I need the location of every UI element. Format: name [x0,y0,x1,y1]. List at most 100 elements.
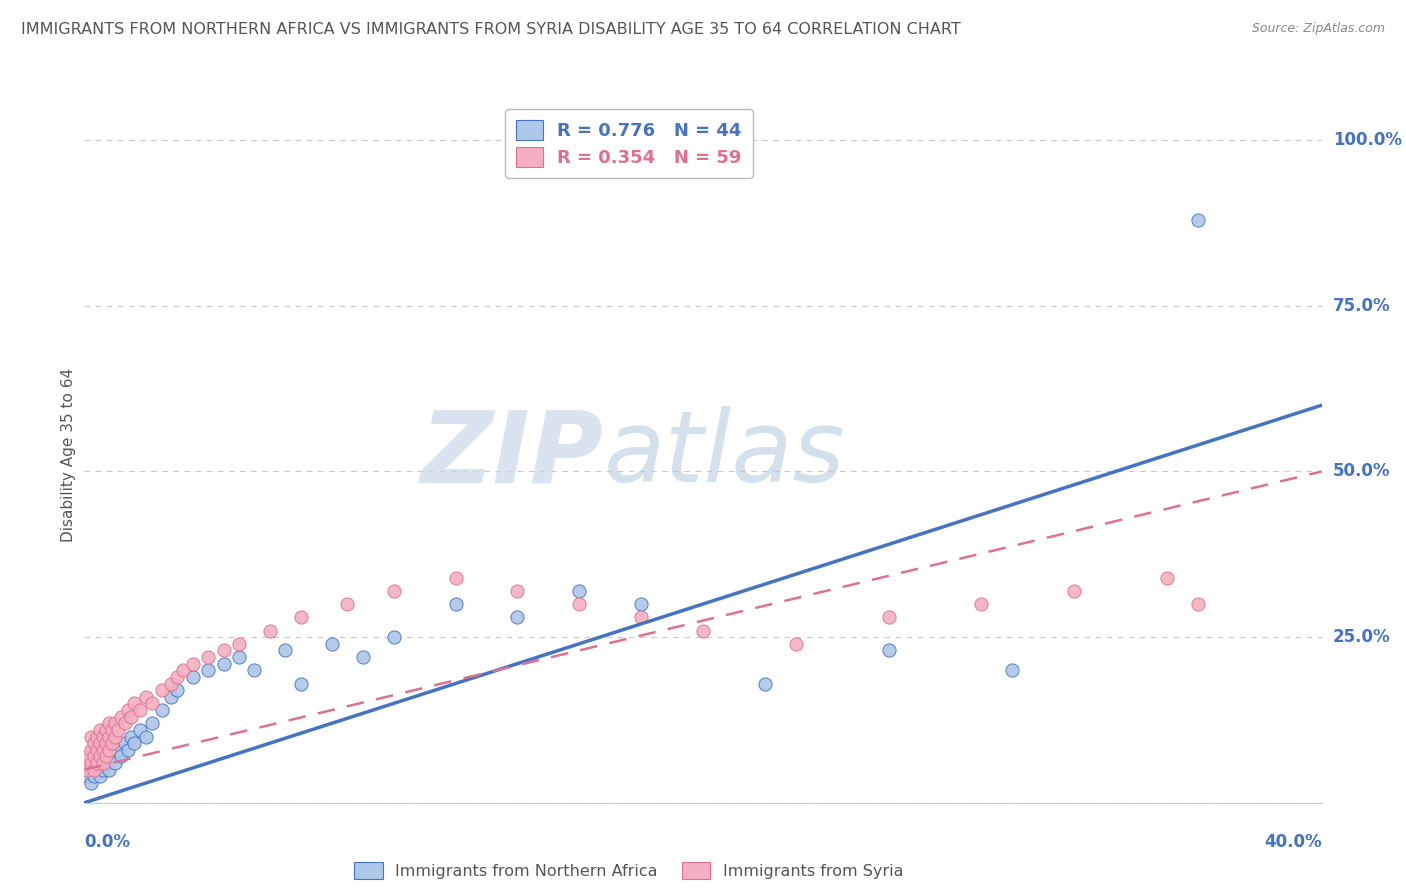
Point [79,730,101,744]
Point [228,650,250,665]
Point [122,736,145,750]
Point [274,643,297,657]
Point [122,697,145,711]
Point [877,610,900,624]
Point [290,610,312,624]
Point [86,730,108,744]
Point [117,743,139,757]
Point [83,749,105,764]
Text: Source: ZipAtlas.com: Source: ZipAtlas.com [1251,22,1385,36]
Point [129,723,152,737]
Y-axis label: Disability Age 35 to 64: Disability Age 35 to 64 [60,368,76,542]
Point [104,730,127,744]
Text: 25.0%: 25.0% [1333,628,1391,646]
Point [150,703,173,717]
Point [166,683,188,698]
Point [166,670,188,684]
Point [91,743,114,757]
Point [83,736,105,750]
Point [98,730,121,744]
Text: atlas: atlas [605,407,845,503]
Point [212,643,235,657]
Point [321,637,343,651]
Point [114,716,136,731]
Point [91,756,114,770]
Point [94,736,117,750]
Point [83,756,105,770]
Point [160,676,183,690]
Point [79,776,101,790]
Text: 0.0%: 0.0% [84,833,131,851]
Point [79,763,101,777]
Point [94,756,117,770]
Point [444,597,467,611]
Point [290,676,312,690]
Point [89,723,111,737]
Point [76,763,98,777]
Point [336,597,359,611]
Text: ZIP: ZIP [420,407,605,503]
Point [86,756,108,770]
Point [98,716,121,731]
Point [1001,663,1024,677]
Point [243,663,266,677]
Point [1187,597,1209,611]
Text: IMMIGRANTS FROM NORTHERN AFRICA VS IMMIGRANTS FROM SYRIA DISABILITY AGE 35 TO 64: IMMIGRANTS FROM NORTHERN AFRICA VS IMMIG… [21,22,960,37]
Point [91,763,114,777]
Point [181,657,204,671]
Point [129,703,152,717]
Point [79,756,101,770]
Point [630,610,652,624]
Point [86,743,108,757]
Point [197,663,219,677]
Point [135,730,157,744]
Point [877,643,900,657]
Point [120,709,142,723]
Point [692,624,714,638]
Point [101,736,124,750]
Text: 50.0%: 50.0% [1333,462,1391,481]
Text: 75.0%: 75.0% [1333,297,1391,315]
Point [89,749,111,764]
Point [79,743,101,757]
Point [382,630,405,644]
Point [114,736,136,750]
Point [212,657,235,671]
Point [568,597,591,611]
Point [197,650,219,665]
Point [1063,583,1085,598]
Point [150,683,173,698]
Point [83,763,105,777]
Point [1156,570,1178,584]
Point [141,716,163,731]
Point [506,610,529,624]
Point [101,749,124,764]
Point [228,637,250,651]
Point [94,749,117,764]
Point [1187,212,1209,227]
Point [76,769,98,783]
Point [107,743,129,757]
Legend: Immigrants from Northern Africa, Immigrants from Syria: Immigrants from Northern Africa, Immigra… [347,856,910,885]
Point [104,716,127,731]
Point [89,769,111,783]
Point [135,690,157,704]
Point [104,756,127,770]
Text: 40.0%: 40.0% [1264,833,1322,851]
Point [754,676,776,690]
Point [630,597,652,611]
Point [94,723,117,737]
Point [117,703,139,717]
Point [568,583,591,598]
Point [83,769,105,783]
Point [382,583,405,598]
Point [98,763,121,777]
Point [785,637,807,651]
Text: 100.0%: 100.0% [1333,131,1402,149]
Point [76,749,98,764]
Point [101,723,124,737]
Point [970,597,993,611]
Point [506,583,529,598]
Point [98,743,121,757]
Point [444,570,467,584]
